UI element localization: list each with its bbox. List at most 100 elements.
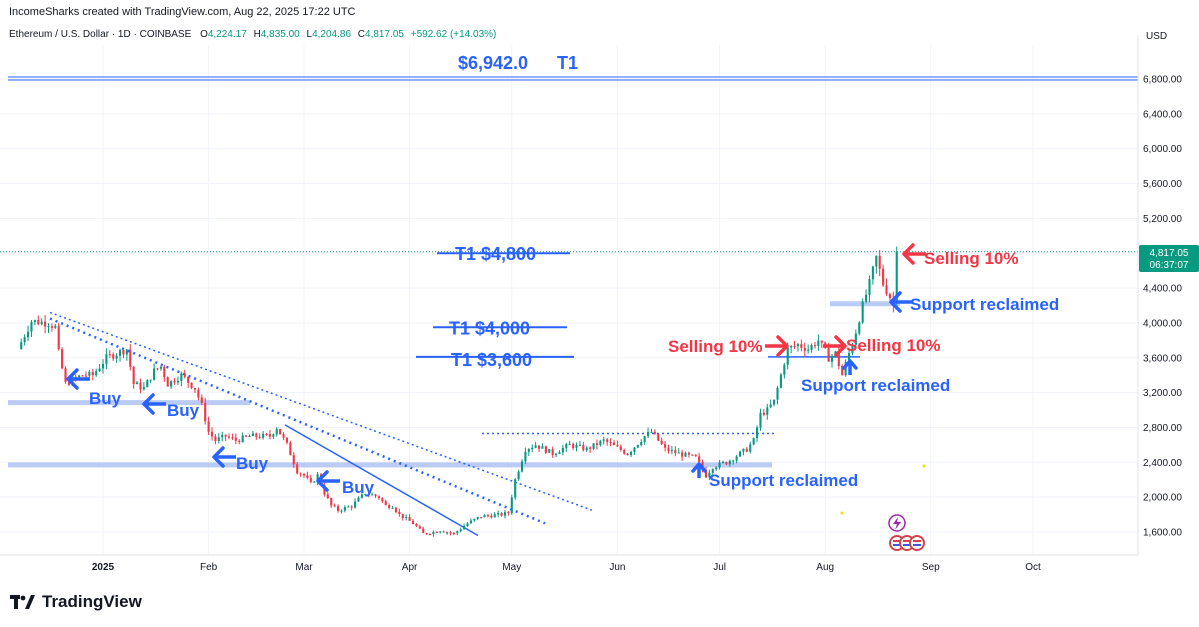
candle-body [745, 448, 748, 452]
symbol-ohlc-line: Ethereum / U.S. Dollar · 1D · COINBASE O… [9, 29, 496, 40]
candle-body [449, 532, 452, 534]
t1-top-label: $6,942.0 [458, 53, 528, 73]
selling-label-3: Selling 10% [924, 249, 1018, 268]
candle-body [78, 375, 81, 378]
candle-body [411, 520, 415, 525]
arrow-head [142, 393, 155, 415]
candle-body [122, 350, 125, 355]
flag-stripe [913, 544, 921, 546]
candle-body [350, 506, 353, 508]
candle-body [800, 344, 803, 348]
candle-body [694, 454, 697, 457]
candle-body [612, 442, 616, 446]
candle-body [878, 255, 881, 269]
time-tick-label: 2025 [92, 562, 115, 573]
low-value: 4,204.86 [312, 29, 352, 40]
time-tick-label: Apr [402, 562, 418, 573]
candle-body [44, 321, 47, 327]
candle-body [759, 412, 762, 428]
candle-body [234, 437, 237, 441]
selling-label-2: Selling 10% [846, 336, 940, 355]
candle-body [183, 373, 186, 377]
candle-body [718, 462, 721, 468]
candle-body [841, 365, 844, 376]
buy-label-1: Buy [89, 389, 122, 408]
arrow-head [902, 243, 915, 265]
candle-body [769, 404, 772, 408]
flag-stripe [903, 540, 911, 542]
tradingview-logo[interactable]: TradingView [10, 592, 142, 612]
symbol-name[interactable]: Ethereum / U.S. Dollar · 1D · COINBASE [9, 29, 192, 40]
currency-label[interactable]: USD [1146, 31, 1168, 42]
candle-body [435, 531, 438, 533]
candle-body [108, 354, 111, 356]
candle-body [667, 447, 670, 452]
candle-body [91, 371, 94, 376]
candle-body [33, 320, 36, 322]
candle-body [541, 446, 544, 449]
price-tick-label: 1,600.00 [1143, 528, 1182, 539]
candle-body [302, 473, 306, 476]
candle-body [466, 523, 469, 527]
candle-body [289, 442, 292, 456]
candle-body [23, 337, 26, 343]
candle-body [231, 437, 234, 439]
close-label: C [357, 29, 366, 40]
price-axis[interactable]: 1,600.00 2,000.00 2,400.00 2,800.00 3,200.00… [1137, 35, 1182, 555]
time-tick-label: Mar [295, 562, 313, 573]
candle-body [711, 469, 714, 473]
candle-body [176, 380, 180, 383]
candle-body [885, 285, 888, 295]
candle-body [415, 524, 418, 527]
candle-body [865, 294, 868, 302]
lightning-icon [893, 517, 901, 530]
candle-body [463, 526, 466, 530]
candle-body [316, 474, 319, 482]
candle-body [578, 444, 581, 446]
candle-body [725, 462, 728, 465]
candle-body [245, 435, 248, 437]
candle-body [446, 532, 449, 534]
candle-body [493, 514, 496, 518]
candle-body [101, 363, 105, 369]
event-dot [922, 464, 926, 468]
candle-body [255, 433, 258, 437]
candle-body [156, 368, 159, 370]
candle-body [653, 431, 656, 434]
candle-body [817, 340, 820, 346]
candle-body [640, 441, 643, 445]
candle-body [394, 507, 398, 512]
candle-body [790, 346, 793, 348]
arrow-head [842, 359, 858, 370]
time-axis[interactable]: 2025 Feb Mar Apr May Jun Jul Aug Sep Oct [0, 554, 1138, 573]
candle-body [861, 301, 864, 323]
candle-body [813, 345, 817, 347]
candle-body [868, 279, 871, 295]
candle-body [888, 294, 891, 299]
countdown-value: 06:37:07 [1150, 260, 1189, 271]
candle-body [258, 436, 261, 438]
candle-body [592, 443, 595, 449]
candle-body [633, 447, 636, 452]
support-label-2: Support reclaimed [801, 376, 950, 395]
time-tick-label: May [502, 562, 521, 573]
candle-body [326, 494, 329, 499]
candle-body [30, 321, 33, 332]
candle-body [664, 444, 667, 448]
candle-body [480, 517, 483, 519]
candle-body [599, 440, 602, 446]
candle-body [646, 431, 650, 437]
candle-body [619, 446, 622, 451]
candle-body [681, 452, 684, 457]
support-label-3: Support reclaimed [709, 471, 858, 490]
candle-body [217, 437, 220, 442]
candle-body [340, 510, 343, 512]
candle-body [153, 368, 156, 380]
candle-body [476, 517, 479, 519]
candle-body [112, 354, 115, 359]
candle-body [827, 348, 830, 362]
candle-body [537, 445, 541, 449]
candle-body [497, 513, 500, 515]
